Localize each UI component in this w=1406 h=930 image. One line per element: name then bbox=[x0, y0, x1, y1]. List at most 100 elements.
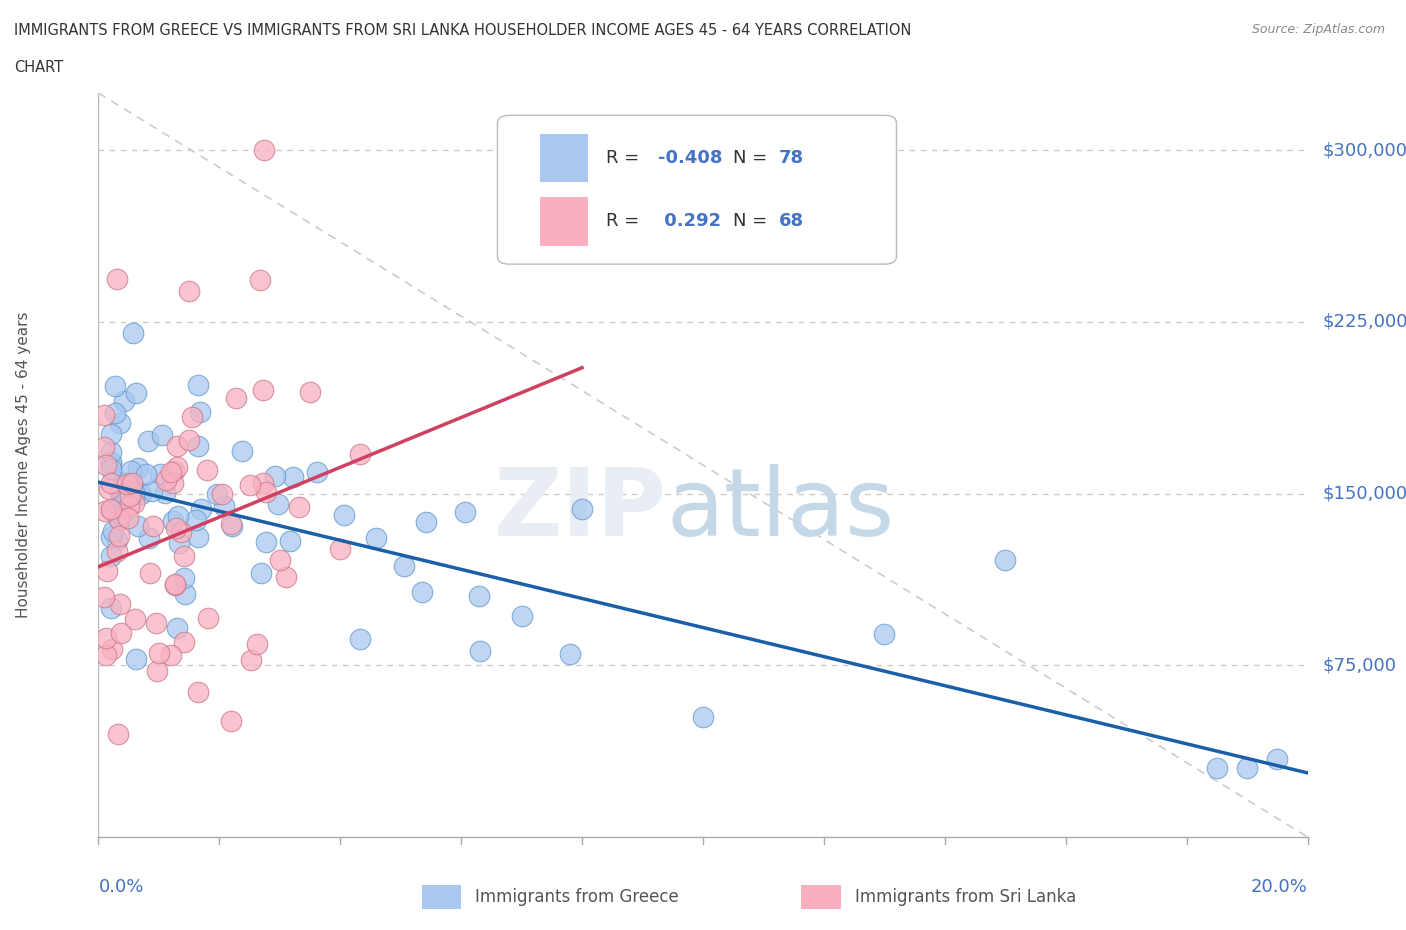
Text: Immigrants from Greece: Immigrants from Greece bbox=[475, 887, 679, 906]
Point bbox=[468, 643, 491, 658]
Point bbox=[349, 446, 371, 461]
Point bbox=[142, 519, 165, 534]
Point bbox=[692, 710, 714, 724]
Text: N =: N = bbox=[734, 212, 773, 230]
Point bbox=[221, 519, 243, 534]
Point bbox=[162, 513, 184, 528]
Point bbox=[141, 484, 163, 498]
Point bbox=[100, 476, 122, 491]
Text: $150,000: $150,000 bbox=[1322, 485, 1406, 502]
Point bbox=[287, 500, 309, 515]
Point bbox=[111, 485, 134, 500]
Point bbox=[93, 440, 115, 455]
Point bbox=[100, 427, 122, 442]
Point bbox=[254, 534, 277, 549]
Point bbox=[160, 647, 183, 662]
Point bbox=[225, 391, 247, 405]
Point bbox=[269, 553, 291, 568]
Point bbox=[100, 501, 122, 516]
Point bbox=[299, 384, 322, 399]
Point bbox=[117, 511, 139, 525]
Text: -0.408: -0.408 bbox=[658, 149, 723, 166]
Point bbox=[467, 588, 489, 603]
Point bbox=[93, 590, 115, 604]
Point bbox=[110, 416, 132, 431]
Point bbox=[187, 378, 209, 392]
Point bbox=[307, 465, 329, 480]
Point bbox=[93, 407, 115, 422]
Text: Immigrants from Sri Lanka: Immigrants from Sri Lanka bbox=[855, 887, 1076, 906]
Point bbox=[994, 552, 1017, 567]
Point bbox=[166, 621, 188, 636]
Point bbox=[187, 439, 209, 454]
Point bbox=[127, 461, 149, 476]
Point bbox=[173, 549, 195, 564]
Point bbox=[110, 626, 132, 641]
Text: CHART: CHART bbox=[14, 60, 63, 75]
Point bbox=[104, 379, 127, 393]
Point bbox=[332, 508, 354, 523]
Text: atlas: atlas bbox=[666, 464, 896, 555]
Point bbox=[146, 664, 169, 679]
Point bbox=[149, 466, 172, 481]
Point bbox=[254, 485, 277, 499]
Text: 20.0%: 20.0% bbox=[1251, 878, 1308, 896]
Point bbox=[571, 501, 593, 516]
Point bbox=[329, 541, 352, 556]
Point bbox=[177, 432, 201, 447]
Point bbox=[100, 445, 122, 459]
Point bbox=[155, 472, 177, 487]
Bar bbox=[540, 134, 588, 182]
Point bbox=[1206, 761, 1229, 776]
Point bbox=[100, 549, 122, 564]
Point bbox=[100, 455, 122, 470]
Point bbox=[281, 470, 304, 485]
Point bbox=[94, 504, 117, 519]
Point bbox=[94, 647, 117, 662]
Point bbox=[162, 464, 184, 479]
Point bbox=[107, 726, 129, 741]
Point bbox=[349, 631, 371, 646]
Point bbox=[195, 462, 218, 477]
Point bbox=[112, 394, 135, 409]
Point bbox=[173, 586, 195, 601]
Point bbox=[135, 467, 157, 482]
Point bbox=[150, 428, 173, 443]
Point bbox=[153, 485, 176, 500]
Point bbox=[124, 612, 146, 627]
Point bbox=[129, 486, 152, 501]
Point bbox=[127, 518, 149, 533]
Text: R =: R = bbox=[606, 149, 645, 166]
Point bbox=[110, 507, 132, 522]
Point bbox=[138, 530, 160, 545]
Point bbox=[249, 565, 271, 580]
Point bbox=[558, 646, 581, 661]
Point bbox=[181, 409, 204, 424]
Point bbox=[231, 443, 253, 458]
FancyBboxPatch shape bbox=[498, 115, 897, 264]
Point bbox=[267, 497, 290, 512]
Point bbox=[253, 143, 276, 158]
Point bbox=[101, 642, 124, 657]
Point bbox=[510, 609, 533, 624]
Point bbox=[105, 272, 128, 286]
Point bbox=[205, 486, 228, 501]
Point bbox=[165, 521, 187, 536]
Point bbox=[128, 485, 150, 499]
Point bbox=[124, 485, 146, 500]
Point bbox=[105, 499, 128, 514]
Text: $225,000: $225,000 bbox=[1322, 312, 1406, 331]
Point bbox=[163, 577, 186, 591]
Point bbox=[122, 495, 145, 510]
Point bbox=[118, 498, 141, 513]
Text: R =: R = bbox=[606, 212, 645, 230]
Point bbox=[221, 713, 243, 728]
Point bbox=[274, 569, 297, 584]
Point bbox=[110, 485, 132, 499]
Point bbox=[107, 512, 129, 527]
Bar bbox=[540, 197, 588, 246]
Point bbox=[167, 509, 190, 524]
Point bbox=[212, 498, 235, 513]
Point bbox=[105, 543, 128, 558]
Point bbox=[246, 636, 269, 651]
